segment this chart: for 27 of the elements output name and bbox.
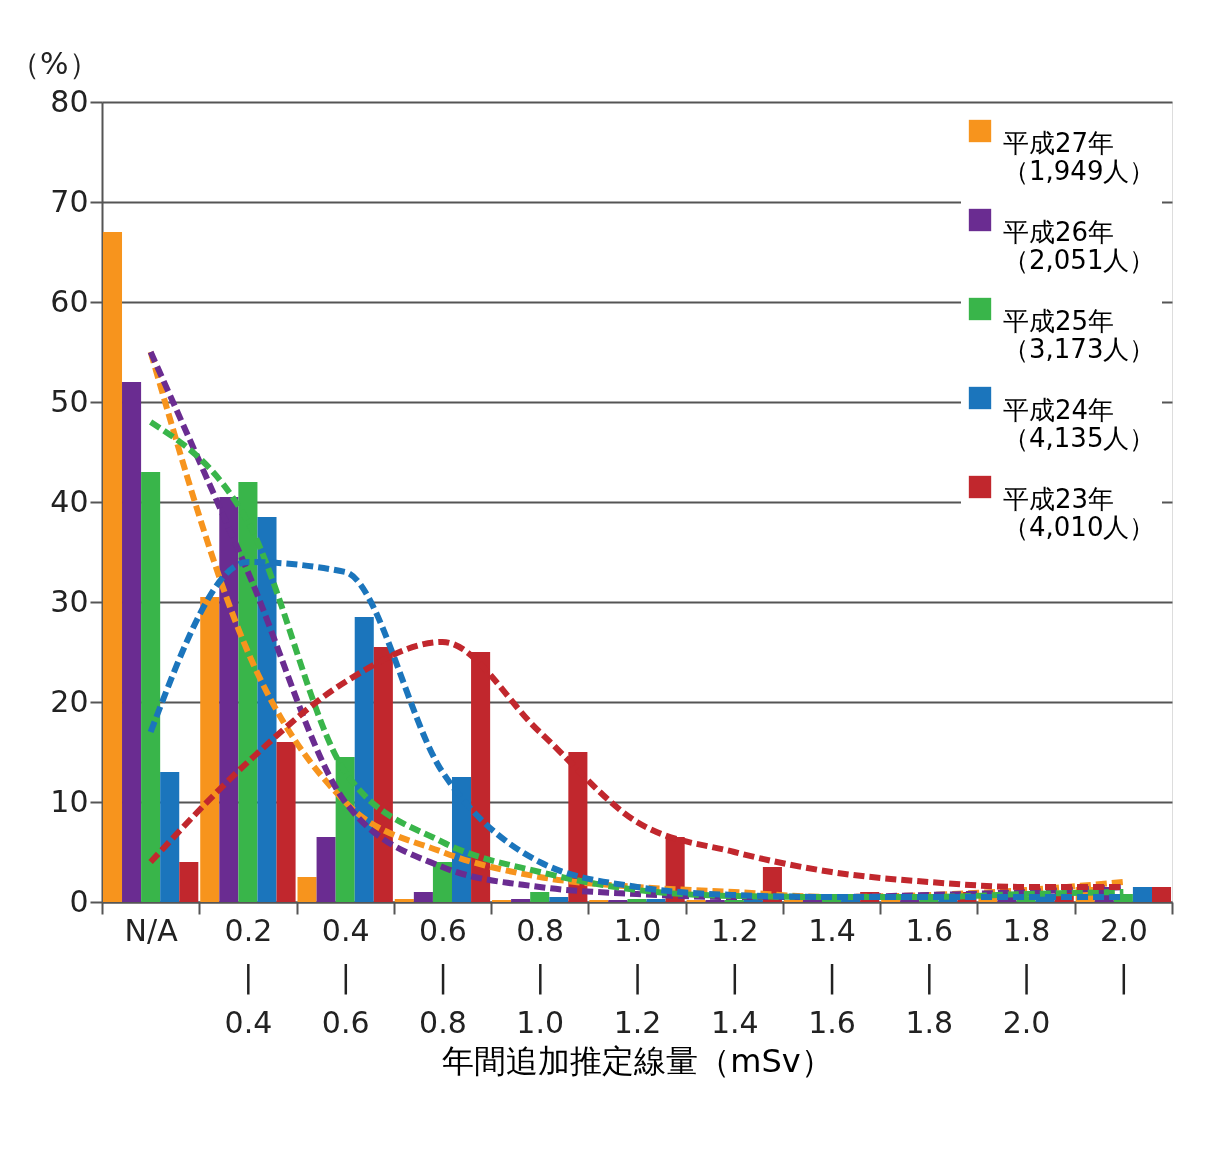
x-tick-label: 0.4 | 0.6 bbox=[321, 912, 370, 1040]
y-tick-label: 50 bbox=[50, 383, 89, 419]
x-tick-label: 0.8 | 1.0 bbox=[516, 912, 565, 1040]
legend-label: 平成24年（4,135人） bbox=[1003, 395, 1156, 453]
y-tick-label: 70 bbox=[50, 183, 89, 219]
x-tick-label: 1.8 | 2.0 bbox=[1002, 912, 1051, 1040]
y-tick-label: 20 bbox=[50, 683, 89, 719]
legend-label: 平成25年（3,173人） bbox=[1003, 306, 1156, 364]
y-tick-label: 0 bbox=[69, 883, 89, 919]
legend-label: 平成23年（4,010人） bbox=[1003, 484, 1156, 542]
y-tick-label: 60 bbox=[50, 283, 89, 319]
y-tick-label: 30 bbox=[50, 583, 89, 619]
y-tick-label: 10 bbox=[50, 783, 89, 819]
x-axis-title: 年間追加推定線量（mSv） bbox=[442, 1041, 833, 1080]
x-tick-label: 0.2 | 0.4 bbox=[224, 912, 273, 1040]
x-tick-label: N/A bbox=[124, 912, 179, 948]
x-tick-label: 1.2 | 1.4 bbox=[710, 912, 759, 1040]
y-tick-label: 80 bbox=[50, 83, 89, 119]
x-tick-label: 2.0 | bbox=[1100, 912, 1148, 995]
x-tick-label: 1.4 | 1.6 bbox=[808, 912, 856, 1040]
x-tick-label: 1.0 | 1.2 bbox=[613, 912, 662, 1040]
legend-label: 平成27年（1,949人） bbox=[1003, 128, 1156, 186]
x-tick-label: 1.6 | 1.8 bbox=[905, 912, 954, 1040]
y-axis-title: （%） bbox=[10, 46, 99, 81]
y-tick-label: 40 bbox=[50, 483, 89, 519]
x-tick-label: 0.6 | 0.8 bbox=[419, 912, 467, 1040]
legend-label: 平成26年（2,051人） bbox=[1003, 217, 1156, 275]
